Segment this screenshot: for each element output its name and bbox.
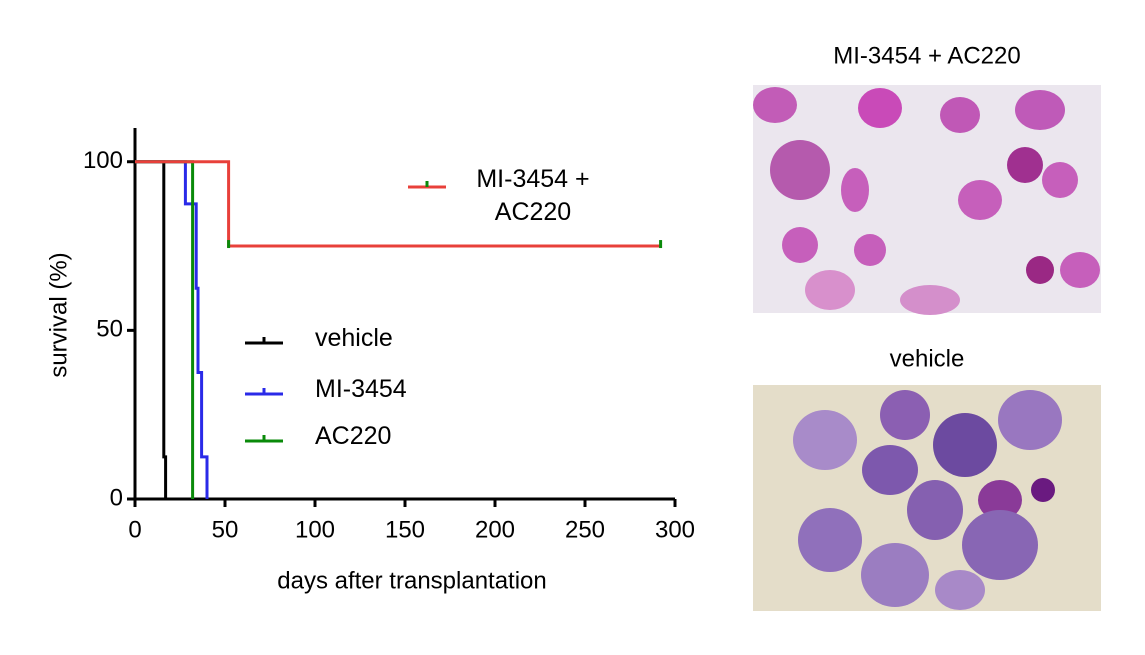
- legend-label: MI-3454 + AC220: [476, 165, 590, 226]
- survival-line: [135, 160, 209, 499]
- x-axis-label: days after transplantation: [277, 567, 547, 594]
- survival-line: [135, 160, 661, 248]
- y-tick-label: 0: [110, 484, 123, 511]
- x-tick-label: 150: [385, 516, 425, 543]
- x-tick-label: 100: [295, 516, 335, 543]
- y-tick-label: 50: [96, 316, 123, 343]
- micrograph: [753, 85, 1101, 315]
- image-title: vehicle: [890, 345, 965, 372]
- legend-label: vehicle: [315, 324, 393, 352]
- y-tick-label: 100: [83, 147, 123, 174]
- x-tick-label: 250: [565, 516, 605, 543]
- image-title: MI-3454 + AC220: [833, 42, 1020, 69]
- survival-line: [135, 160, 168, 499]
- x-tick-label: 0: [128, 516, 141, 543]
- x-tick-label: 50: [212, 516, 239, 543]
- micrograph: [753, 385, 1101, 611]
- x-tick-label: 300: [655, 516, 695, 543]
- legend-label: MI-3454: [315, 375, 407, 403]
- legend-label: AC220: [315, 422, 392, 450]
- y-axis-label: survival (%): [45, 252, 72, 377]
- x-tick-label: 200: [475, 516, 515, 543]
